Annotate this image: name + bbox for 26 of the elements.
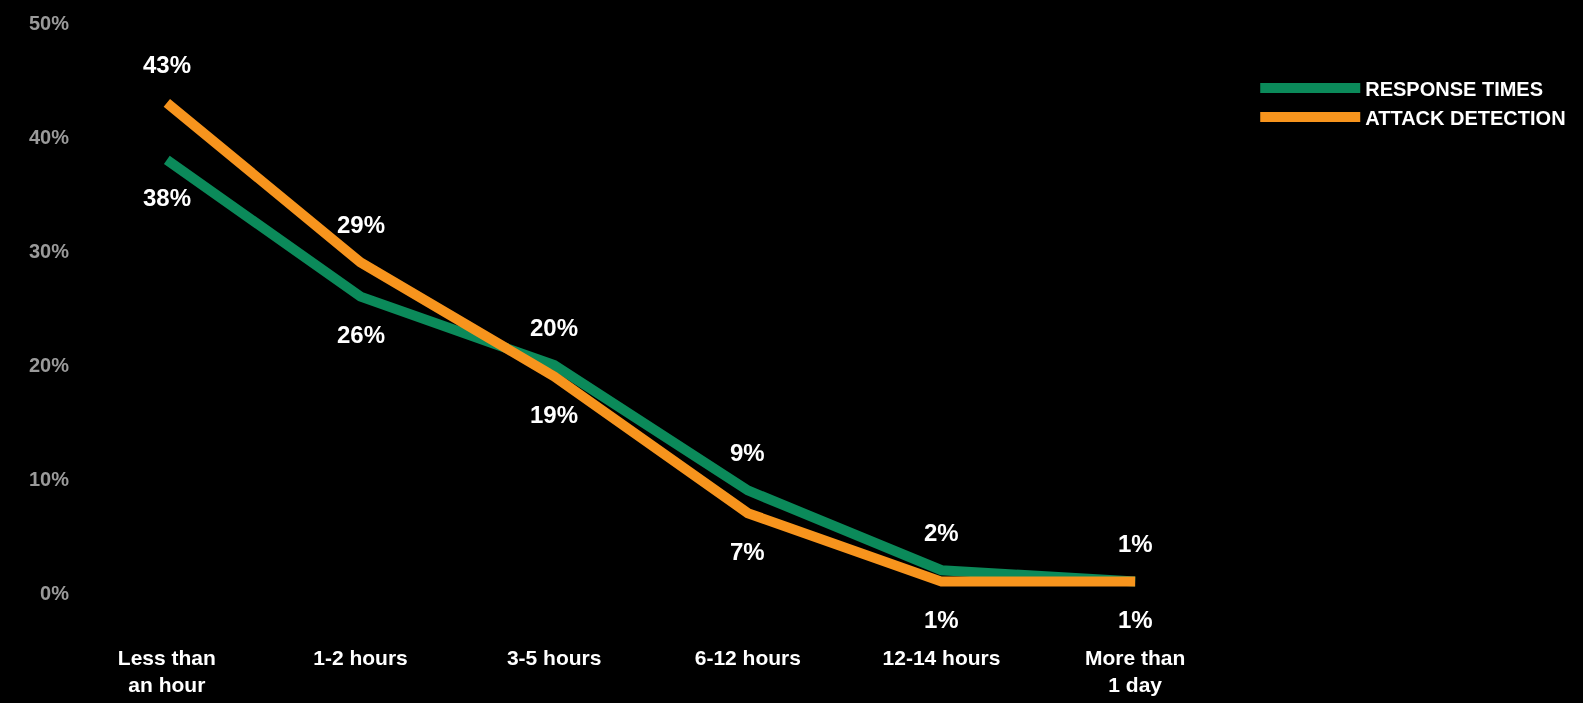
x-tick-label: 12-14 hours [882,646,1001,669]
legend-label: RESPONSE TIMES [1365,77,1544,100]
data-label: 7% [730,538,765,565]
data-label: 26% [337,321,386,348]
y-tick-label: 50% [28,12,70,34]
data-label: 43% [143,51,192,78]
x-tick-label: 3-5 hours [506,646,602,669]
data-label: 20% [530,314,579,341]
y-tick-label: 30% [28,240,70,262]
x-tick-label: Less than an hour [117,646,216,697]
x-tick-label: 6-12 hours [694,646,801,669]
data-label: 38% [143,184,192,211]
data-label: 1% [1118,606,1153,633]
data-label: 2% [924,519,959,546]
data-label: 1% [1118,530,1153,557]
x-tick-label: 1-2 hours [313,646,408,669]
y-tick-label: 10% [28,468,70,490]
data-label: 1% [924,606,959,633]
y-tick-label: 0% [40,582,70,604]
y-tick-label: 40% [28,126,70,148]
data-label: 29% [337,211,386,238]
data-label: 19% [530,401,579,428]
x-tick-label: More than 1 day [1085,646,1186,697]
data-label: 9% [730,439,765,466]
legend-label: ATTACK DETECTION [1365,106,1566,129]
y-tick-label: 20% [28,354,70,376]
